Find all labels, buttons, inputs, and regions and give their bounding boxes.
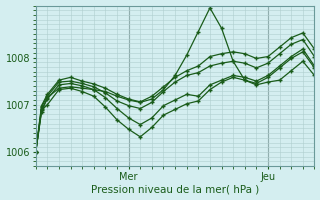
X-axis label: Pression niveau de la mer( hPa ): Pression niveau de la mer( hPa ) (91, 184, 259, 194)
